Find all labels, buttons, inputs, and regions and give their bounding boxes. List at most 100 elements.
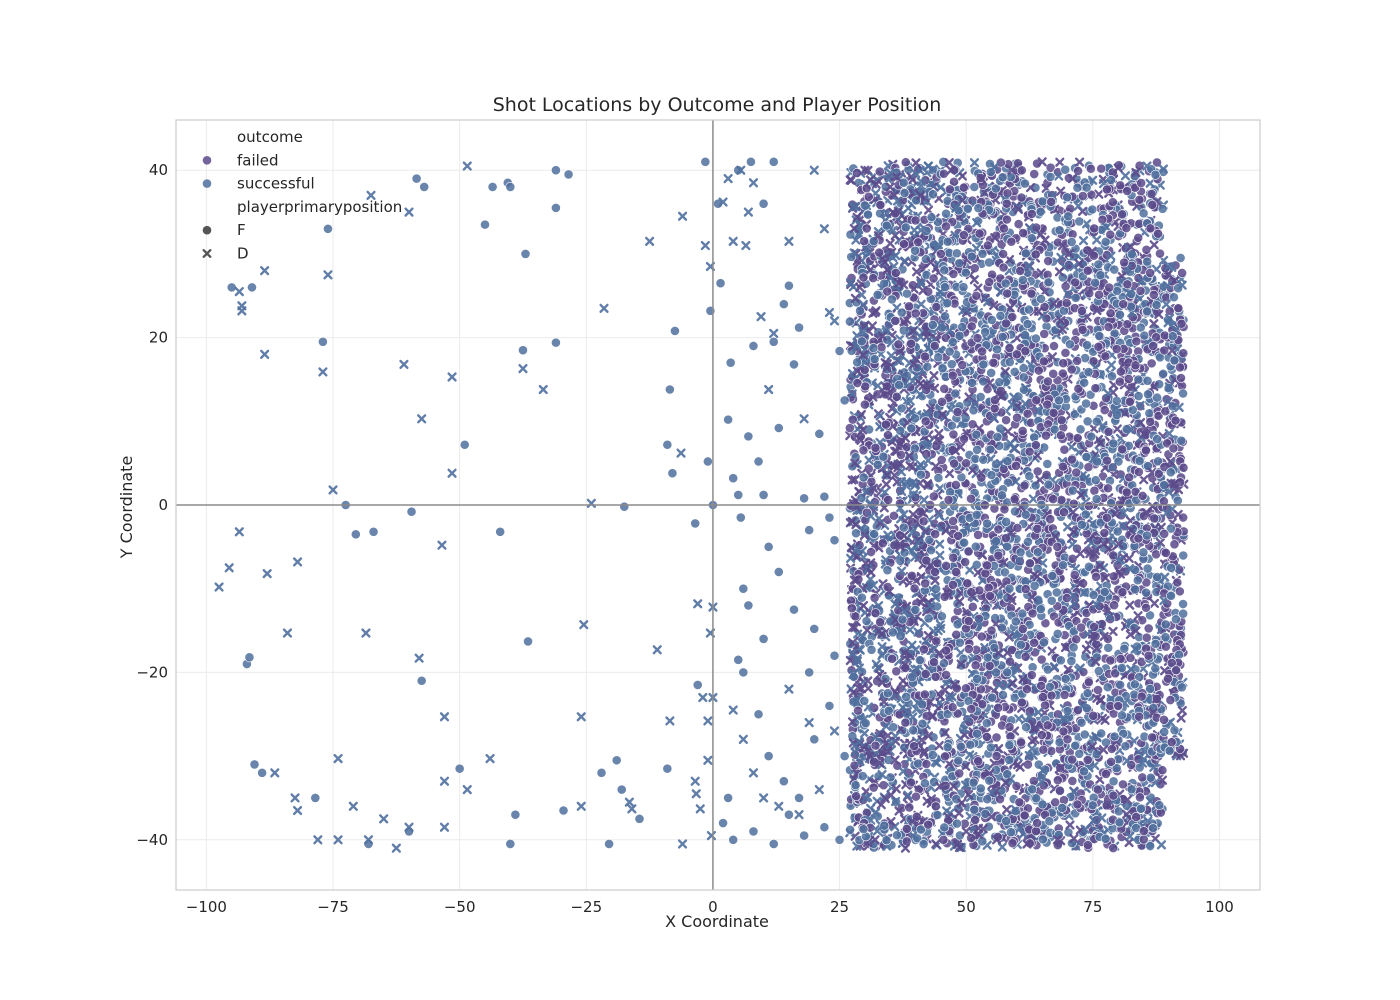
data-point [958,182,969,193]
data-point [901,692,912,702]
data-point [1132,575,1143,586]
data-point [969,158,980,168]
data-point [1145,178,1155,188]
data-point [975,783,986,794]
data-point [859,236,870,247]
data-point [956,741,966,752]
data-point [973,283,983,293]
data-point [856,592,867,603]
data-point [1148,823,1158,834]
data-point [1060,673,1071,684]
data-point [1112,424,1122,434]
data-point [898,676,908,686]
data-point [1111,344,1122,354]
data-point [973,530,983,540]
data-point [1002,681,1012,691]
data-point [1100,351,1111,362]
data-point [1083,840,1093,850]
data-point [952,818,962,829]
data-point [1087,800,1098,811]
data-point [875,411,885,421]
data-point [984,277,995,288]
data-point [1071,467,1082,478]
data-point [1085,163,1096,174]
data-point [1023,536,1033,547]
data-point [1094,189,1104,199]
data-point [895,425,906,436]
data-point [1070,740,1081,751]
data-point [957,171,967,181]
data-point [935,539,945,549]
data-point [962,203,973,214]
data-point [900,157,911,168]
data-point [1096,163,1107,174]
data-point [1124,396,1135,407]
data-point [948,552,959,563]
data-point [1136,691,1147,702]
data-point [1044,816,1055,827]
data-point [1151,300,1162,310]
data-point [1027,784,1038,795]
data-point [882,565,893,576]
data-point [1001,415,1011,426]
data-point [1091,494,1102,504]
data-point [1066,237,1077,247]
data-point [1038,692,1048,702]
data-point [1107,371,1117,382]
data-point [1153,228,1163,239]
data-point [1125,652,1136,663]
data-point [1036,680,1047,691]
data-point [993,550,1004,561]
data-point [1149,598,1160,608]
data-point [1028,494,1038,504]
data-point [1022,408,1033,419]
data-point [908,725,919,736]
data-point [1026,670,1037,680]
data-point [1009,494,1020,505]
data-point [1062,706,1073,716]
data-point [910,605,921,615]
data-point [997,172,1008,183]
data-point [1156,840,1167,850]
data-point [1088,519,1098,529]
data-point [852,378,863,388]
data-point [963,616,974,626]
data-point [847,414,858,425]
data-point [1037,799,1048,810]
data-point [936,182,946,192]
data-point [1032,466,1043,477]
data-point [937,363,948,374]
data-point [948,429,959,440]
data-point [1093,259,1104,270]
data-point [971,559,982,570]
data-point [1141,244,1152,255]
data-point [957,322,968,332]
data-point [1120,741,1131,752]
data-point [920,351,931,362]
data-point [1001,318,1011,329]
data-point [938,834,949,845]
data-point [1039,329,1050,339]
data-point [941,208,951,219]
data-point [1062,192,1073,203]
data-point [923,613,934,624]
data-point [872,459,883,470]
data-point [1114,376,1125,387]
data-point [1143,623,1154,634]
data-point [930,671,941,682]
data-point [1082,688,1093,699]
data-point [870,608,881,619]
data-point [919,495,929,505]
data-point [859,696,870,706]
data-point [950,388,961,399]
data-point [939,383,950,394]
data-point [1004,357,1015,367]
data-point [1044,681,1055,692]
data-point [1038,834,1048,845]
data-point [1101,769,1111,779]
data-point [1079,729,1090,740]
data-point [1106,360,1117,370]
data-point [868,343,879,353]
data-point [1063,211,1074,222]
data-point [1083,677,1094,688]
